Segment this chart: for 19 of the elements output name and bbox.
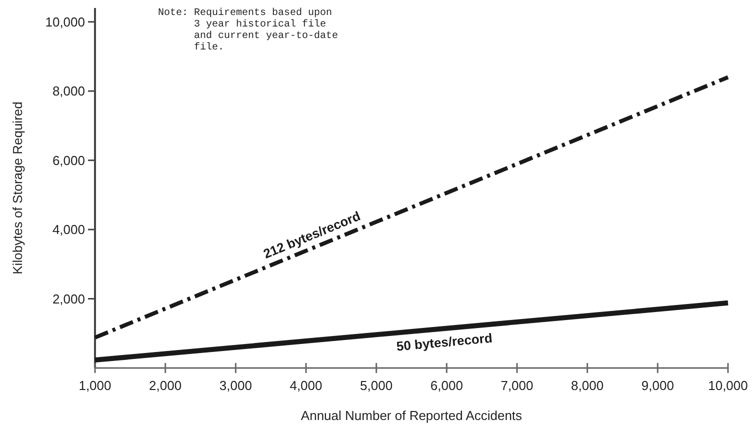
x-tick-label: 9,000: [641, 378, 674, 393]
y-tick-label: 6,000: [52, 152, 85, 168]
x-axis-title: Annual Number of Reported Accidents: [300, 408, 523, 423]
x-tick-label: 5,000: [360, 378, 393, 393]
text: 50 bytes/record: [396, 330, 493, 354]
x-tick-label: 3,000: [219, 378, 252, 393]
y-axis-title: Kilobytes of Storage Required: [10, 102, 25, 274]
x-tick-label: 8,000: [571, 378, 604, 393]
x-tick-label: 1,000: [78, 378, 112, 393]
y-tick-label: 2,000: [52, 291, 85, 306]
x-tick-label: 6,000: [430, 378, 463, 393]
y-tick-label: 10,000: [45, 14, 85, 30]
x-tick-label: 10,000: [708, 378, 748, 393]
x-tick-label: 2,000: [149, 378, 182, 393]
y-tick-label: 8,000: [52, 84, 85, 99]
annotation: Note: Requirements based upon 3 year historical file and current year-to-date file.: [158, 7, 338, 54]
x-tick-label: 7,000: [500, 378, 534, 393]
x-tick-label: 4,000: [290, 378, 322, 393]
y-tick-label: 4,000: [52, 222, 85, 238]
